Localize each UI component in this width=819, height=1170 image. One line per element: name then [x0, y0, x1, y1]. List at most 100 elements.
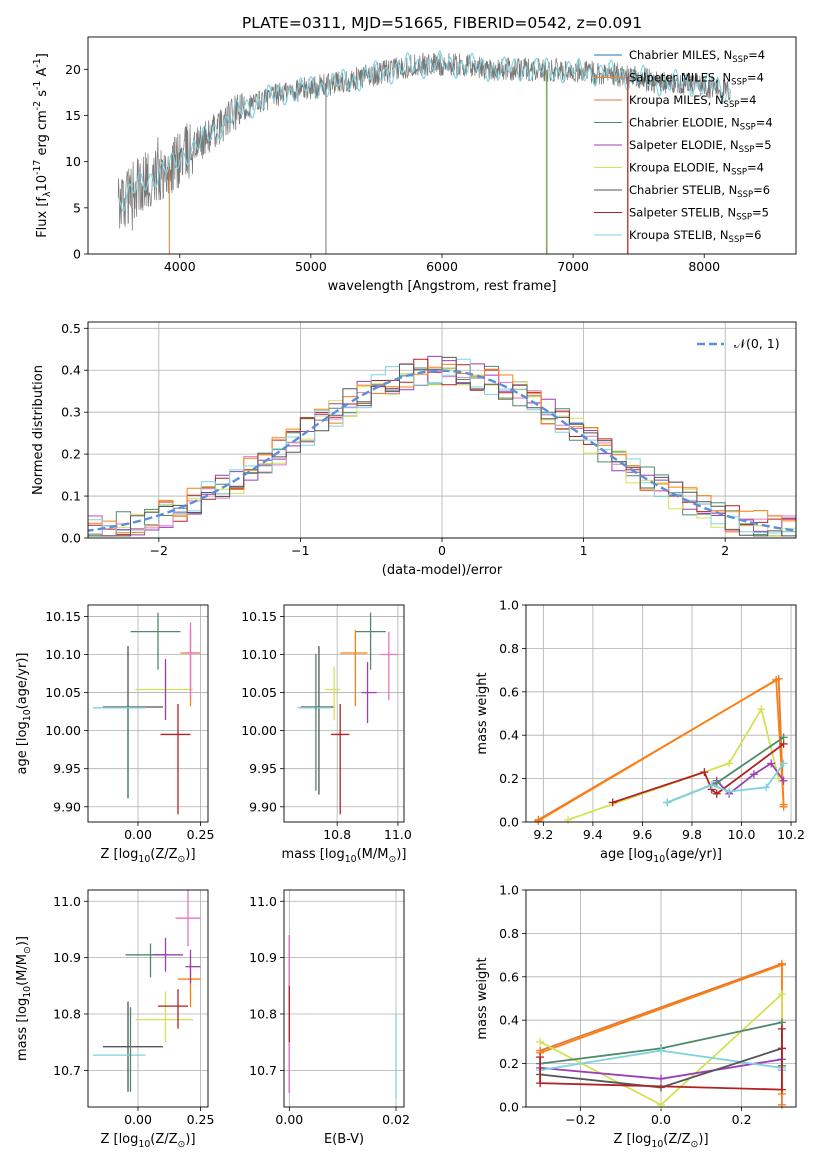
- axes-frame: [525, 889, 797, 1108]
- legend-suffix: =4: [739, 93, 756, 107]
- label-text: (Z/Z: [150, 847, 177, 862]
- label-subscript: 10: [651, 1139, 663, 1150]
- y-tick-label: 0.0: [499, 1100, 519, 1115]
- label-subscript: ⊙: [178, 854, 186, 865]
- x-tick-label: 10.2: [777, 827, 805, 842]
- axes-frame: [87, 889, 209, 1108]
- y-tick-label: 0.0: [61, 531, 81, 546]
- legend-subscript: SSP: [729, 235, 745, 245]
- x-axis-label: (data-model)/error: [382, 563, 503, 578]
- y-tick-label: 10.7: [53, 1063, 81, 1078]
- x-tick-label: −2: [150, 543, 168, 558]
- y-tick-label: 0.6: [499, 684, 519, 699]
- label-text: Z [log: [100, 847, 138, 862]
- legend-name: Salpeter STELIB, N: [629, 206, 736, 220]
- data-spectrum-line: [117, 52, 731, 231]
- axes-frame: [87, 36, 797, 255]
- label-text: (M/M: [357, 847, 389, 862]
- weight-series-line: [537, 678, 785, 822]
- y-tick-label: 1.0: [499, 598, 519, 613]
- y-tick-label: 10: [65, 154, 81, 169]
- label-text: mass weight: [475, 672, 490, 754]
- y-tick-label: 0.8: [499, 926, 519, 941]
- y-tick-label: 0.8: [499, 641, 519, 656]
- label-subscript: ⊙: [388, 854, 396, 865]
- x-tick-label: 10.8: [323, 827, 351, 842]
- y-tick-label: 9.90: [53, 799, 81, 814]
- label-text: )]: [396, 847, 406, 862]
- x-tick-label: 9.4: [583, 827, 603, 842]
- legend-name: Kroupa MILES, N: [629, 93, 724, 107]
- y-tick-label: 10.10: [45, 647, 81, 662]
- label-subscript: λ: [42, 191, 53, 197]
- y-tick-label: 0.4: [499, 728, 519, 743]
- legend-label: Salpeter MILES, NSSP=4: [629, 71, 764, 88]
- y-tick-label: 5: [73, 200, 81, 215]
- label-subscript: 10: [653, 854, 665, 865]
- mass-vs-ebv-panel: 0.00 0.02 10.7 10.8 10.9 11.0 E(B-V): [249, 889, 410, 1147]
- y-tick-label: 0.1: [61, 489, 81, 504]
- label-subscript: ⊙: [22, 946, 33, 954]
- age-vs-metallicity-panel: 0.00 0.25 9.90 9.95 10.00 10.05 10.10 10.15 Z [l…: [15, 604, 215, 865]
- axes-frame: [525, 604, 797, 823]
- label-text: mass [log: [282, 847, 345, 862]
- legend-suffix: =5: [752, 206, 769, 220]
- y-tick-label: 9.95: [53, 761, 81, 776]
- y-tick-label: 10.00: [45, 723, 81, 738]
- spectrum-lines: [117, 50, 731, 254]
- legend-name: Chabrier MILES, N: [629, 48, 732, 62]
- legend-label: 𝒩(0, 1): [734, 336, 780, 351]
- label-text: wavelength [Angstrom, rest frame]: [328, 279, 557, 294]
- mass-vs-metallicity-panel: 0.00 0.25 10.7 10.8 10.9 11.0 Z [log10​(Z/Z⊙​)…: [15, 889, 215, 1150]
- residuals-panel: −2 −1 0 1 2 0.0 0.1 0.2 0.3 0.4 0.5 (data-model)/er…: [31, 321, 797, 578]
- x-tick-label: 9.6: [632, 827, 652, 842]
- y-axis-label: mass [log10​(M/M⊙​)]: [15, 936, 33, 1061]
- x-tick-label: 2: [721, 543, 729, 558]
- label-text: E(B-V): [324, 1132, 364, 1147]
- x-axis-label: wavelength [Angstrom, rest frame]: [328, 279, 557, 294]
- y-tick-label: 10.15: [241, 609, 277, 624]
- legend-suffix: =5: [755, 138, 772, 152]
- y-axis-label: mass weight: [475, 957, 490, 1039]
- y-tick-label: 10.15: [45, 609, 81, 624]
- x-tick-label: 0.0: [651, 1112, 671, 1127]
- y-tick-label: 0.2: [499, 1056, 519, 1071]
- age-vs-mass-panel: 10.8 11.0 9.90 9.95 10.00 10.05 10.10 10.15 mass…: [241, 604, 412, 865]
- legend-subscript: SSP: [739, 145, 755, 155]
- y-tick-label: 0.2: [61, 447, 81, 462]
- y-axis-label: age [log10​(age/yr)]: [15, 653, 33, 775]
- label-text: (M/M: [15, 954, 30, 986]
- normal-distribution-curve: [88, 369, 796, 532]
- x-tick-label: 0.25: [187, 1112, 215, 1127]
- x-tick-label: 9.2: [533, 827, 553, 842]
- label-subscript: 10: [345, 854, 357, 865]
- x-axis-label: mass [log10​(M/M⊙​)]: [282, 847, 407, 865]
- label-text: Flux [f: [35, 197, 50, 238]
- weight-vs-age-panel: 9.2 9.4 9.6 9.8 10.0 10.2 0.0 0.2 0.4 0.6 0.8 1.0 ag…: [475, 598, 805, 866]
- x-tick-label: 0.00: [124, 827, 152, 842]
- axes-frame: [87, 321, 797, 539]
- legend-label: Kroupa ELODIE, NSSP=4: [629, 161, 764, 178]
- label-text: (data-model)/error: [382, 563, 503, 578]
- y-tick-label: 0.2: [499, 771, 519, 786]
- x-tick-label: 4000: [164, 259, 196, 274]
- y-tick-label: 0.6: [499, 969, 519, 984]
- x-tick-label: 0: [438, 543, 446, 558]
- weight-vs-metallicity-panel: −0.2 0.0 0.2 0.0 0.2 0.4 0.6 0.8 1.0 Z [log10​(Z/…: [475, 883, 797, 1150]
- axes-frame: [87, 604, 209, 823]
- x-tick-label: 9.8: [682, 827, 702, 842]
- legend-label: Kroupa STELIB, NSSP=6: [629, 228, 761, 245]
- legend-name: Chabrier STELIB, N: [629, 183, 737, 197]
- label-text: mass weight: [475, 957, 490, 1039]
- legend-label: Kroupa MILES, NSSP=4: [629, 93, 756, 110]
- y-tick-label: 10.9: [53, 950, 81, 965]
- label-subscript: ⊙: [691, 1139, 699, 1150]
- figure-title: PLATE=0311, MJD=51665, FIBERID=0542, z=0…: [242, 14, 642, 32]
- x-tick-label: 0.25: [187, 827, 215, 842]
- y-tick-label: 10.9: [249, 950, 277, 965]
- y-tick-label: 10.7: [249, 1063, 277, 1078]
- legend-suffix: =6: [744, 228, 761, 242]
- legend-subscript: SSP: [732, 55, 748, 65]
- y-tick-label: 15: [65, 108, 81, 123]
